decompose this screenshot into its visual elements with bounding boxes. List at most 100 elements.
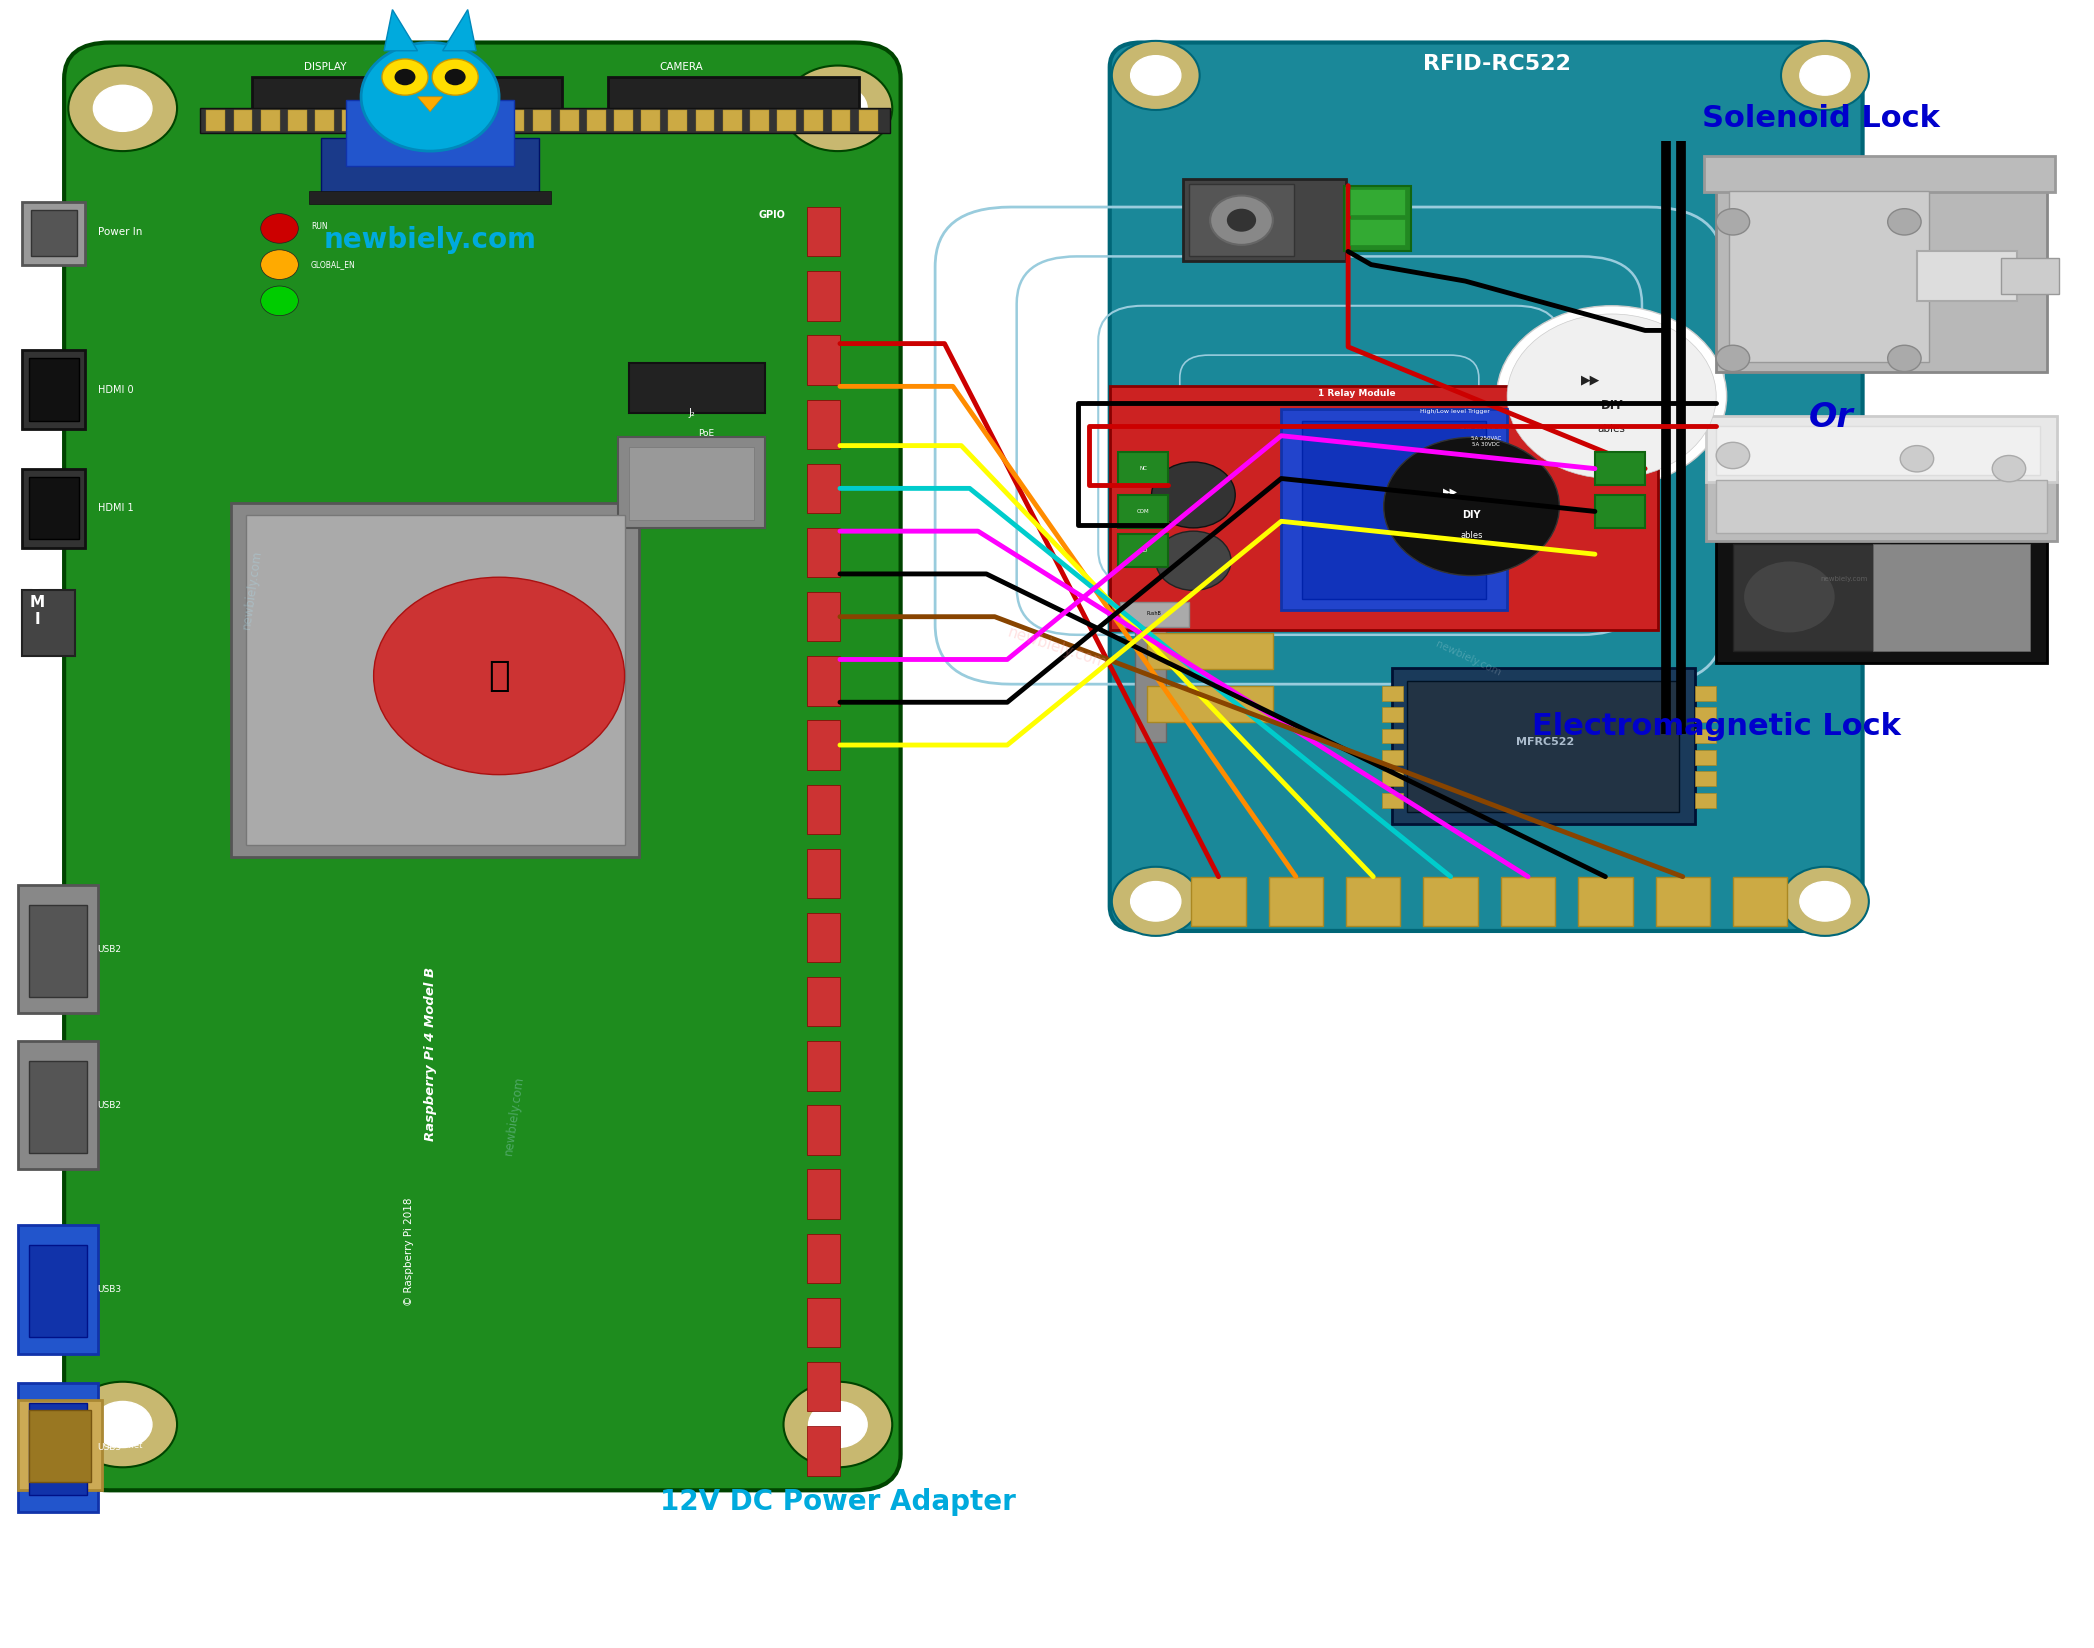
Bar [628,363,764,412]
Circle shape [1782,867,1868,936]
Bar [341,110,360,132]
Bar [1393,667,1696,824]
Text: PoE: PoE [697,428,714,438]
Circle shape [69,1381,178,1467]
Bar [1717,178,2046,371]
Bar [1148,633,1273,669]
Bar [19,1042,98,1170]
Text: RUN: RUN [310,222,327,231]
Bar [1344,186,1411,252]
Text: 12V DC Power Adapter: 12V DC Power Adapter [660,1488,1016,1516]
Bar [1707,415,2056,481]
Bar [23,349,86,428]
Text: SRD-05VDC-SL-C: SRD-05VDC-SL-C [1460,425,1512,430]
Bar [1696,686,1717,700]
Text: Power In: Power In [98,227,142,237]
Bar [1282,409,1508,610]
Bar [532,110,551,132]
Bar [806,208,840,257]
Text: ▶▶: ▶▶ [1443,486,1457,498]
Text: GPIO: GPIO [758,211,785,221]
Bar [314,110,333,132]
Bar [806,336,840,384]
Bar [806,527,840,577]
Bar [1269,877,1323,926]
Bar [1596,452,1646,485]
Text: DISPLAY: DISPLAY [304,63,348,73]
Bar [668,110,687,132]
Text: USB3: USB3 [98,1444,121,1452]
Polygon shape [442,10,475,51]
Text: ▶▶: ▶▶ [1581,372,1600,386]
Circle shape [94,86,153,132]
Bar [804,110,823,132]
Bar [1424,877,1478,926]
Bar [1382,728,1403,743]
Circle shape [1782,41,1868,110]
Bar [19,1383,98,1511]
Circle shape [1717,209,1751,236]
Bar [232,503,639,857]
Bar [750,110,768,132]
Bar [1734,877,1788,926]
Bar [607,77,859,114]
Bar [29,1409,92,1482]
Text: newbiely.com: newbiely.com [1822,575,1868,582]
Text: ables: ables [1460,531,1483,541]
Bar [346,101,513,166]
Text: Electromagnetic Lock: Electromagnetic Lock [1531,712,1901,742]
Bar [1717,480,2046,532]
Bar [806,1042,840,1091]
Polygon shape [417,97,442,112]
Bar [287,110,306,132]
Text: RFID-RC522: RFID-RC522 [1422,54,1570,74]
Bar [29,358,80,420]
Bar [628,447,754,519]
Bar [1191,877,1246,926]
Bar [1382,707,1403,722]
Text: COM: COM [1137,509,1150,514]
Bar [29,1061,88,1154]
Circle shape [808,1401,867,1447]
Bar [722,110,741,132]
Bar [806,399,840,448]
Bar [1189,185,1294,257]
Circle shape [1991,455,2025,481]
Text: © Raspberry Pi 2018: © Raspberry Pi 2018 [404,1198,415,1305]
Bar [1707,471,2056,541]
Circle shape [360,43,498,152]
Polygon shape [383,10,417,51]
Bar [614,110,632,132]
Circle shape [444,69,465,86]
Bar [253,77,561,114]
Bar [505,110,524,132]
Bar [31,211,77,257]
Text: Or: Or [1809,400,1853,433]
Bar [2000,259,2058,295]
Bar [19,1399,103,1490]
Bar [1120,602,1189,626]
Text: newbiely.com: newbiely.com [1434,639,1501,677]
Circle shape [394,69,415,86]
Text: NO: NO [1139,549,1148,554]
Bar [1135,560,1166,742]
Bar [369,110,387,132]
Bar [1351,190,1405,216]
Text: Ethernet: Ethernet [107,1442,142,1450]
Text: MFRC522: MFRC522 [1516,737,1575,747]
Text: newbiely.com: newbiely.com [325,226,536,254]
Text: DIY: DIY [1600,399,1623,412]
Circle shape [783,1381,892,1467]
Bar [1148,686,1273,722]
Circle shape [1508,315,1717,478]
Bar [695,110,714,132]
Bar [806,913,840,962]
Bar [201,109,890,133]
Bar [806,1426,840,1475]
Circle shape [1801,56,1849,96]
Bar [859,110,877,132]
Circle shape [1801,882,1849,921]
Bar [320,138,538,196]
Bar [806,656,840,705]
Bar [235,110,253,132]
